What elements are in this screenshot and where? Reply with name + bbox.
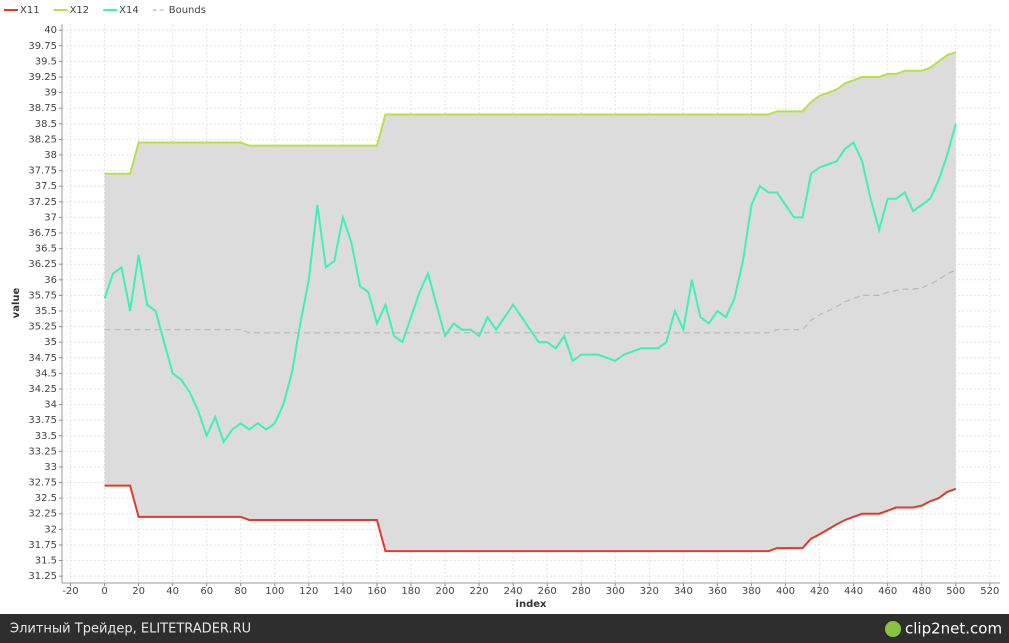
y-tick-label: 31.25 [28, 571, 57, 582]
y-tick-label: 35.5 [35, 306, 57, 317]
legend-label: X12 [70, 5, 90, 16]
y-tick-label: 33 [44, 462, 57, 473]
x-tick-label: 60 [200, 586, 213, 597]
footer-bar [0, 614, 1009, 643]
y-tick-label: 32.75 [28, 478, 57, 489]
y-tick-label: 38 [44, 150, 57, 161]
y-tick-label: 31.75 [28, 540, 57, 551]
y-tick-label: 39.75 [28, 41, 57, 52]
series-line [104, 269, 956, 334]
y-tick-label: 39.25 [28, 72, 57, 83]
y-tick-label: 37 [44, 212, 57, 223]
series-line [104, 51, 957, 175]
logo-icon [885, 621, 901, 637]
x-tick-label: 460 [878, 586, 897, 597]
y-tick-label: 37.25 [28, 197, 57, 208]
x-tick-label: 380 [742, 586, 761, 597]
y-axis-title: value [11, 287, 22, 318]
y-tick-label: 35.75 [28, 290, 57, 301]
y-tick-label: 34.25 [28, 384, 57, 395]
y-tick-label: 36 [44, 275, 57, 286]
footer-text: Элитный Трейдер, ELITETRADER.RU [10, 622, 251, 637]
series-line [103, 123, 957, 445]
x-tick-label: 120 [299, 586, 318, 597]
y-tick-label: 37.75 [28, 166, 57, 177]
y-tick-label: 38.25 [28, 134, 57, 145]
x-tick-label: 360 [708, 586, 727, 597]
x-tick-label: 320 [640, 586, 659, 597]
bounds-band [104, 52, 956, 552]
y-tick-label: 33.25 [28, 446, 57, 457]
y-tick-label: 39 [44, 88, 57, 99]
x-tick-label: 100 [265, 586, 284, 597]
y-tick-label: 33.75 [28, 415, 57, 426]
y-tick-label: 38.5 [35, 119, 57, 130]
y-tick-label: 40 [44, 25, 57, 36]
x-tick-label: 80 [234, 586, 247, 597]
x-tick-label: 180 [401, 586, 420, 597]
x-tick-label: 480 [912, 586, 931, 597]
x-tick-label: -20 [62, 586, 78, 597]
x-tick-label: 500 [946, 586, 965, 597]
y-tick-label: 38.75 [28, 103, 57, 114]
x-tick-label: 200 [435, 586, 454, 597]
y-tick-label: 36.25 [28, 259, 57, 270]
y-tick-label: 36.5 [35, 244, 57, 255]
x-tick-label: 160 [367, 586, 386, 597]
y-tick-label: 32 [44, 524, 57, 535]
x-tick-label: 20 [132, 586, 145, 597]
y-tick-label: 39.5 [35, 56, 57, 67]
legend-label: X14 [119, 5, 139, 16]
y-tick-label: 31.5 [35, 556, 57, 567]
y-tick-label: 37.5 [35, 181, 57, 192]
y-tick-label: 34 [44, 400, 57, 411]
x-tick-label: 260 [538, 586, 557, 597]
series-line [104, 484, 957, 553]
y-tick-label: 32.25 [28, 509, 57, 520]
y-tick-label: 34.5 [35, 368, 57, 379]
x-tick-label: 400 [776, 586, 795, 597]
x-tick-label: 300 [606, 586, 625, 597]
x-tick-label: 0 [101, 586, 107, 597]
y-tick-label: 34.75 [28, 353, 57, 364]
legend-label: X11 [20, 5, 40, 16]
x-axis-title: index [516, 599, 547, 610]
y-tick-label: 35.25 [28, 322, 57, 333]
x-tick-label: 40 [166, 586, 179, 597]
x-tick-label: 420 [810, 586, 829, 597]
x-tick-label: 520 [980, 586, 999, 597]
y-tick-label: 33.5 [35, 431, 57, 442]
x-tick-label: 280 [572, 586, 591, 597]
x-tick-label: 440 [844, 586, 863, 597]
watermark: clip2net.com [905, 620, 1002, 638]
y-tick-label: 36.75 [28, 228, 57, 239]
x-tick-label: 240 [504, 586, 523, 597]
legend-label: Bounds [169, 5, 206, 16]
y-tick-label: 32.5 [35, 493, 57, 504]
x-tick-label: 340 [674, 586, 693, 597]
x-tick-label: 140 [333, 586, 352, 597]
x-tick-label: 220 [470, 586, 489, 597]
y-tick-label: 35 [44, 337, 57, 348]
